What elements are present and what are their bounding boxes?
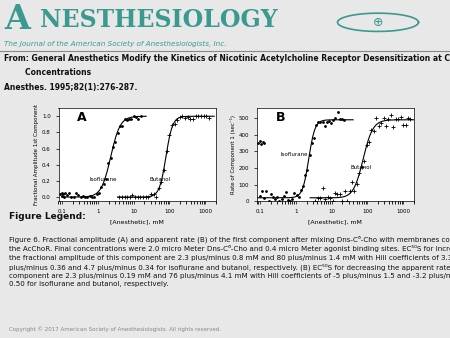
Y-axis label: Fractional Amplitude 1st Component: Fractional Amplitude 1st Component — [34, 104, 39, 205]
Text: Anesthes. 1995;82(1):276-287.: Anesthes. 1995;82(1):276-287. — [4, 83, 138, 92]
Text: Isoflurane: Isoflurane — [280, 152, 308, 158]
X-axis label: [Anesthetic], mM: [Anesthetic], mM — [110, 219, 164, 224]
Text: Figure Legend:: Figure Legend: — [9, 212, 86, 221]
Text: The Journal of the American Society of Anesthesiologists, Inc.: The Journal of the American Society of A… — [4, 41, 227, 47]
Text: ⊕: ⊕ — [373, 16, 383, 29]
Text: Concentrations: Concentrations — [4, 68, 92, 77]
X-axis label: [Anesthetic], mM: [Anesthetic], mM — [308, 219, 362, 224]
Text: Butanol: Butanol — [150, 177, 171, 182]
Text: B: B — [275, 111, 285, 124]
Text: Copyright © 2017 American Society of Anesthesiologists. All rights reserved.: Copyright © 2017 American Society of Ane… — [9, 326, 221, 332]
Text: A: A — [4, 3, 31, 36]
Text: NESTHESIOLOGY: NESTHESIOLOGY — [40, 8, 277, 32]
Text: From: General Anesthetics Modify the Kinetics of Nicotinic Acetylcholine Recepto: From: General Anesthetics Modify the Kin… — [4, 54, 450, 63]
Text: Figure 6. Fractional amplitude (A) and apparent rate (B) of the first component : Figure 6. Fractional amplitude (A) and a… — [9, 235, 450, 287]
Text: A: A — [77, 111, 87, 124]
Y-axis label: Rate of Component 1 (sec⁻¹): Rate of Component 1 (sec⁻¹) — [230, 115, 236, 194]
Text: Butanol: Butanol — [351, 165, 372, 170]
Text: Isoflurane: Isoflurane — [90, 177, 117, 182]
